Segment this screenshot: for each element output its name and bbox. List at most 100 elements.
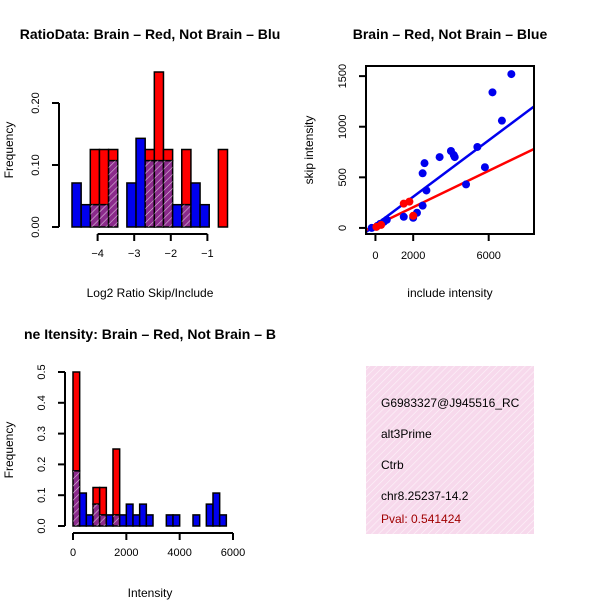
intensity-hist-bar-overlap-hatch-4 [99, 514, 107, 526]
intensity-hist-bar-not-brain-5 [105, 514, 114, 527]
scatter-point-not-brain-10 [420, 159, 429, 168]
intensity-hist-bar-brain-3 [92, 486, 101, 505]
intensity-hist-y-tick-label: 0.2 [36, 457, 48, 472]
scatter-x-tick-label: 6000 [476, 250, 500, 262]
intensity-hist-bar-not-brain-1 [78, 492, 88, 527]
ratio-hist-y-tick-label: 0.20 [30, 92, 42, 113]
ratio-hist-bar-overlap-hatch-10 [163, 160, 173, 227]
ratio-hist-bar-overlap-hatch-9 [154, 160, 164, 227]
scatter-point-brain-1 [377, 220, 386, 229]
scatter-point-brain-4 [409, 211, 418, 220]
intensity-hist-bar-not-brain-7 [118, 514, 128, 527]
scatter-point-not-brain-5 [399, 212, 408, 221]
ratio-hist-bar-not-brain-13 [190, 182, 201, 228]
intensity-hist-bar-not-brain-18 [192, 514, 201, 527]
ratio-histogram-panel: RatioData: Brain – Red, Not Brain – Blu … [2, 26, 280, 300]
scatter-xlabel: include intensity [407, 286, 492, 300]
intensity-scatter-panel: Brain – Red, Not Brain – Blue 0 2000 6000 0… [302, 26, 547, 300]
scatter-fit-line-not-brain [366, 105, 534, 233]
intensity-hist-bar-not-brain-15 [172, 514, 181, 527]
intensity-histogram-ylabel: Frequency [2, 422, 16, 479]
event-info-hatching [366, 366, 534, 534]
location-text: chr8.25237-14.2 [381, 489, 469, 503]
scatter-fit-line-brain [366, 147, 534, 232]
intensity-hist-bar-not-brain-20 [205, 503, 214, 527]
ratio-hist-bar-not-brain-11 [171, 203, 183, 228]
ratio-hist-bar-overlap-hatch-4 [108, 160, 118, 227]
scatter-point-brain-3 [405, 197, 414, 206]
scatter-point-not-brain-19 [488, 88, 497, 97]
intensity-hist-x-tick-label: 6000 [221, 547, 245, 559]
intensity-hist-y-tick-label: 0.4 [36, 395, 48, 410]
intensity-hist-bar-overlap-hatch-6 [113, 514, 120, 526]
ratio-hist-bar-overlap-hatch-12 [181, 204, 191, 227]
ratio-hist-bar-not-brain-0 [71, 182, 82, 228]
ratio-hist-bar-brain-16 [217, 148, 229, 228]
scatter-point-not-brain-21 [507, 70, 516, 79]
scatter-point-not-brain-18 [480, 163, 489, 172]
intensity-hist-x-tick-label: 0 [70, 547, 76, 559]
ratio-hist-bar-not-brain-7 [135, 137, 146, 228]
ratio-hist-bar-brain-12 [181, 148, 192, 206]
ratio-hist-x-tick-label: −1 [201, 248, 214, 260]
ratio-hist-y-tick-label: 0.00 [30, 216, 42, 237]
ratio-hist-x-tick-label: −2 [165, 248, 178, 260]
scatter-y-tick-label: 1500 [337, 64, 349, 88]
scatter-clip-region [366, 70, 534, 233]
scatter-plot-area [366, 70, 534, 233]
scatter-point-not-brain-15 [450, 153, 459, 162]
scatter-y-tick-label: 500 [337, 168, 349, 186]
ratio-hist-bar-brain-4 [107, 148, 119, 162]
intensity-hist-y-tick-label: 0.1 [36, 488, 48, 503]
scatter-point-not-brain-17 [473, 142, 482, 151]
ratio-hist-bar-overlap-hatch-8 [145, 160, 155, 227]
intensity-hist-bar-not-brain-2 [85, 514, 94, 527]
event-info-clip: G6983327@J945516_RC [381, 396, 520, 410]
event-id-text: G6983327@J945516_RC [381, 396, 520, 410]
ratio-histogram-xlabel: Log2 Ratio Skip/Include [87, 286, 214, 300]
scatter-y-tick-label: 0 [337, 225, 349, 231]
intensity-hist-bar-not-brain-9 [132, 514, 141, 527]
event-info-panel: G6983327@J945516_RC alt3Prime Ctrb chr8.… [366, 366, 534, 534]
ratio-histogram-axes: −4 −3 −2 −1 0.00 0.10 0.20 [30, 92, 214, 260]
ratio-hist-bar-overlap-hatch-3 [99, 204, 109, 227]
intensity-hist-bar-not-brain-14 [165, 514, 174, 527]
ratio-hist-bar-brain-8 [144, 148, 156, 162]
intensity-hist-bar-not-brain-8 [125, 503, 134, 527]
scatter-point-not-brain-4 [382, 215, 391, 224]
intensity-hist-bar-not-brain-11 [145, 514, 154, 527]
scatter-ylabel: skip intensity [302, 116, 316, 185]
intensity-hist-bar-not-brain-10 [138, 503, 148, 527]
pval-text: Pval: 0.541424 [381, 512, 461, 526]
intensity-hist-bar-not-brain-21 [212, 492, 221, 527]
intensity-hist-bar-brain-6 [112, 448, 121, 516]
ratio-hist-bar-brain-3 [98, 148, 110, 206]
scatter-x-tick-label: 0 [372, 250, 378, 262]
ratio-hist-bar-brain-2 [89, 148, 101, 206]
scatter-y-tick-label: 1000 [337, 114, 349, 138]
event-type-text: alt3Prime [381, 427, 432, 441]
ratio-hist-bar-overlap-hatch-2 [90, 204, 100, 227]
scatter-marks [366, 70, 534, 233]
ratio-histogram-ylabel: Frequency [2, 122, 16, 179]
scatter-point-not-brain-9 [418, 169, 427, 178]
intensity-hist-bar-overlap-hatch-0 [73, 470, 80, 526]
intensity-hist-y-tick-label: 0.5 [36, 364, 48, 379]
scatter-title: Brain – Red, Not Brain – Blue [353, 26, 548, 42]
intensity-hist-bar-brain-0 [72, 371, 81, 472]
scatter-x-tick-label: 2000 [401, 250, 425, 262]
ratio-histogram-title: RatioData: Brain – Red, Not Brain – Blu [20, 26, 281, 42]
intensity-histogram-axes: 0 2000 4000 6000 0.0 0.1 0.2 0.3 0.4 0.5 [36, 364, 245, 559]
scatter-point-not-brain-8 [418, 201, 427, 210]
scatter-point-not-brain-11 [422, 186, 431, 195]
intensity-hist-y-tick-label: 0.3 [36, 426, 48, 441]
ratio-hist-bar-brain-10 [162, 148, 174, 162]
intensity-hist-x-tick-label: 4000 [167, 547, 191, 559]
ratio-hist-bar-brain-9 [153, 71, 165, 162]
ratio-hist-bar-not-brain-1 [80, 203, 92, 228]
intensity-histogram-title: ne Itensity: Brain – Red, Not Brain – B [24, 326, 276, 342]
ratio-hist-bar-not-brain-6 [126, 182, 137, 228]
ratio-hist-y-tick-label: 0.10 [30, 154, 42, 175]
intensity-hist-x-tick-label: 2000 [114, 547, 138, 559]
